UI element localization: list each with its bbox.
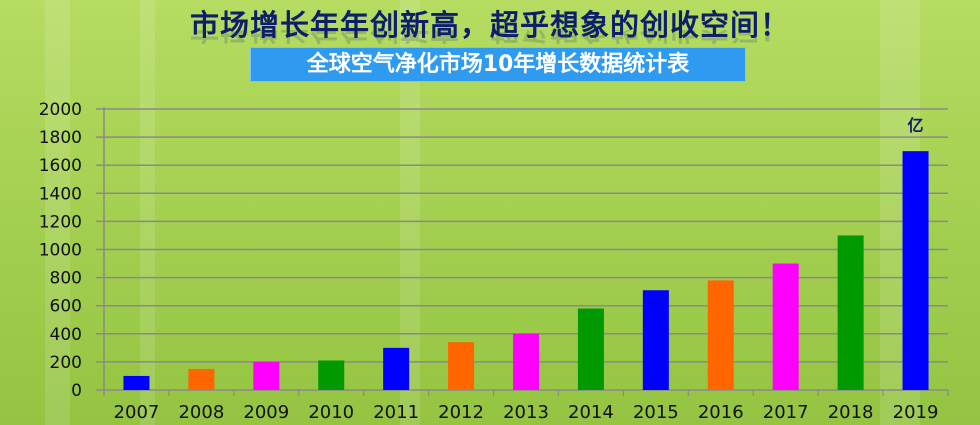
y-tick-label: 1800: [39, 128, 82, 148]
x-tick-label: 2015: [633, 402, 679, 423]
bars: [123, 151, 929, 390]
y-tick-label: 1400: [39, 184, 82, 204]
bar-2016: [707, 280, 734, 390]
y-tick-label: 1000: [39, 241, 82, 261]
y-tick-label: 600: [50, 297, 82, 317]
bar-2013: [513, 333, 539, 390]
y-tick-label: 400: [50, 325, 82, 345]
bar-2019: [902, 151, 929, 390]
background-stripe: [45, 0, 70, 425]
y-tick-label: 1200: [39, 212, 82, 232]
y-tick-label: 0: [71, 381, 82, 401]
x-tick-label: 2017: [763, 402, 809, 423]
x-tick-label: 2008: [178, 402, 224, 423]
page-title: 市场增长年年创新高，超乎想象的创收空间！: [189, 8, 790, 42]
unit-label: 亿: [908, 116, 924, 135]
background-stripe: [400, 0, 420, 425]
bar-2014: [577, 308, 604, 390]
y-tick-label: 2000: [39, 100, 82, 120]
y-tick-label: 1600: [39, 156, 82, 176]
x-tick-label: 2010: [308, 402, 354, 423]
y-tick-label: 200: [50, 353, 82, 373]
y-tick-label: 800: [50, 269, 82, 289]
chart-title-banner: 全球空气净化市场10年增长数据统计表: [250, 47, 746, 82]
bar-2012: [448, 342, 475, 390]
x-tick-label: 2014: [568, 402, 614, 423]
background-stripe: [140, 0, 155, 425]
x-tick-label: 2019: [893, 402, 939, 423]
x-tick-label: 2011: [373, 402, 419, 423]
x-tick-label: 2018: [828, 402, 874, 423]
bar-2010: [318, 360, 345, 390]
x-tick-label: 2007: [114, 402, 160, 423]
bar-2015: [642, 290, 669, 390]
bar-2008: [188, 368, 215, 390]
x-tick-label: 2013: [503, 402, 549, 423]
x-axis-ticks: 2007 2008 2009 2010 2011 2012 2013 2014 2015 2016…: [114, 390, 949, 423]
x-tick-label: 2012: [438, 402, 484, 423]
x-tick-label: 2016: [698, 402, 744, 423]
x-tick-label: 2009: [243, 402, 289, 423]
bar-2017: [772, 263, 799, 390]
bar-2009: [253, 361, 280, 390]
bar-2011: [383, 347, 410, 390]
bar-2007: [123, 375, 150, 390]
y-axis-ticks: 0 200 400 600 800 1000 1200 1400 1600 1800 2000: [39, 100, 82, 401]
bar-2018: [837, 235, 864, 390]
